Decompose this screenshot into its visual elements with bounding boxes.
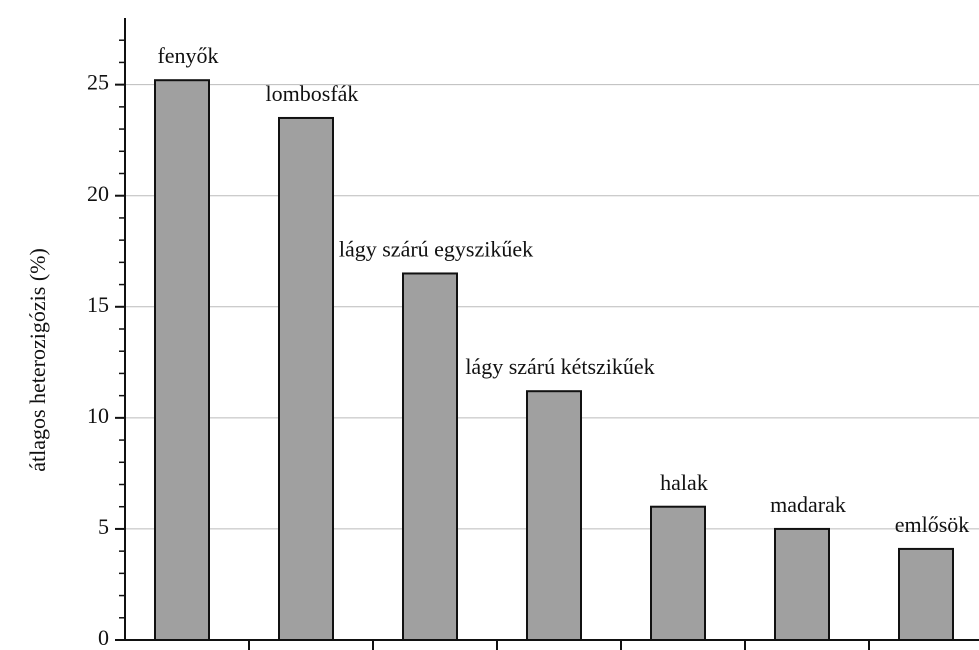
y-tick-label: 10	[87, 403, 109, 428]
bar-category-label: lombosfák	[266, 81, 359, 106]
y-tick-label: 5	[98, 514, 109, 539]
y-tick-label: 20	[87, 181, 109, 206]
bar	[774, 527, 830, 642]
bar-category-label: madarak	[770, 492, 846, 517]
bar-category-label: emlősök	[895, 512, 970, 537]
bar	[278, 116, 334, 641]
bar-category-label: lágy szárú egyszikűek	[339, 237, 533, 262]
y-tick-label: 0	[98, 625, 109, 650]
bar	[650, 505, 706, 642]
bar-category-label: lágy szárú kétszikűek	[465, 354, 654, 379]
bar-category-label: halak	[660, 470, 708, 495]
bar	[402, 272, 458, 641]
y-tick-label: 25	[87, 70, 109, 95]
bar	[154, 79, 210, 641]
bar	[898, 547, 954, 642]
y-axis-label: átlagos heterozigózis (%)	[25, 248, 50, 472]
bar	[526, 390, 582, 642]
y-tick-label: 15	[87, 292, 109, 317]
bar-category-label: fenyők	[157, 43, 218, 68]
